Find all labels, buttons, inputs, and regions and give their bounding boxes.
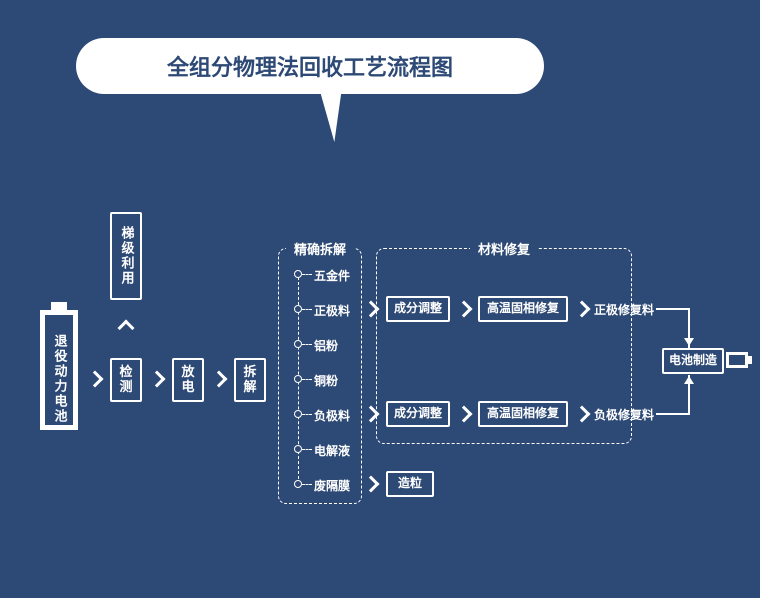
item-dash-0 xyxy=(302,274,312,275)
arrow-discharge-dismantle xyxy=(211,371,228,388)
end-battery-icon xyxy=(726,352,748,368)
node-repair1: 高温固相修复 xyxy=(478,296,568,322)
item-dash-3 xyxy=(302,379,312,380)
node-end: 电池制造 xyxy=(662,348,724,374)
item-label-6: 废隔膜 xyxy=(314,477,350,494)
item-dot-1 xyxy=(294,305,302,313)
start-battery-cap xyxy=(51,302,67,310)
node-discharge-label: 放 电 xyxy=(181,365,194,395)
end-battery-cap xyxy=(748,356,752,364)
item-dash-4 xyxy=(302,414,312,415)
node-discharge: 放 电 xyxy=(172,358,204,402)
node-dismantle-label: 拆 解 xyxy=(243,365,256,395)
item-label-0: 五金件 xyxy=(314,267,350,284)
title-bubble: 全组分物理法回收工艺流程图 xyxy=(76,38,544,94)
item-dot-5 xyxy=(294,445,302,453)
item-label-3: 铜粉 xyxy=(314,372,338,389)
node-repair1-label: 高温固相修复 xyxy=(487,302,559,316)
node-granulate: 造粒 xyxy=(386,471,434,497)
node-dismantle: 拆 解 xyxy=(234,358,266,402)
node-end-label: 电池制造 xyxy=(669,354,717,368)
output-neg-material: 负极修复料 xyxy=(594,406,654,423)
arrow-detect-cascade xyxy=(118,320,135,337)
node-adjust1: 成分调整 xyxy=(386,296,450,322)
diagram-title: 全组分物理法回收工艺流程图 xyxy=(167,50,453,82)
node-repair2: 高温固相修复 xyxy=(478,401,568,427)
output-pos-material: 正极修复料 xyxy=(594,301,654,318)
node-start-label: 退役动力电池 xyxy=(52,334,67,424)
node-cascade-label: 梯级利用 xyxy=(119,226,134,286)
node-adjust2-label: 成分调整 xyxy=(394,407,442,421)
arrow-membrane-granulate xyxy=(363,476,380,493)
group-precise-header: 精确拆解 xyxy=(286,239,354,258)
conn-pos-h xyxy=(656,308,690,310)
node-cascade: 梯级利用 xyxy=(110,212,142,300)
item-dash-5 xyxy=(302,449,312,450)
node-granulate-label: 造粒 xyxy=(398,477,422,491)
item-label-1: 正极料 xyxy=(314,302,350,319)
item-label-2: 铝粉 xyxy=(314,337,338,354)
node-start: 退役动力电池 xyxy=(40,334,78,424)
item-dot-4 xyxy=(294,410,302,418)
speech-bubble-tail xyxy=(312,90,341,142)
item-dot-0 xyxy=(294,270,302,278)
node-adjust2: 成分调整 xyxy=(386,401,450,427)
item-dash-1 xyxy=(302,309,312,310)
arrow-detect-discharge xyxy=(149,371,166,388)
node-repair2-label: 高温固相修复 xyxy=(487,407,559,421)
conn-neg-arrowhead xyxy=(684,376,694,384)
item-label-5: 电解液 xyxy=(314,442,350,459)
group-material-header: 材料修复 xyxy=(470,239,538,258)
node-detect-label: 检 测 xyxy=(119,365,132,395)
item-dash-6 xyxy=(302,484,312,485)
node-detect: 检 测 xyxy=(110,358,142,402)
node-adjust1-label: 成分调整 xyxy=(394,302,442,316)
conn-neg-h xyxy=(656,413,690,415)
conn-pos-arrowhead xyxy=(684,338,694,346)
item-dot-6 xyxy=(294,480,302,488)
arrow-start-detect xyxy=(87,371,104,388)
item-dot-2 xyxy=(294,340,302,348)
item-label-4: 负极料 xyxy=(314,407,350,424)
item-dash-2 xyxy=(302,344,312,345)
item-dot-3 xyxy=(294,375,302,383)
